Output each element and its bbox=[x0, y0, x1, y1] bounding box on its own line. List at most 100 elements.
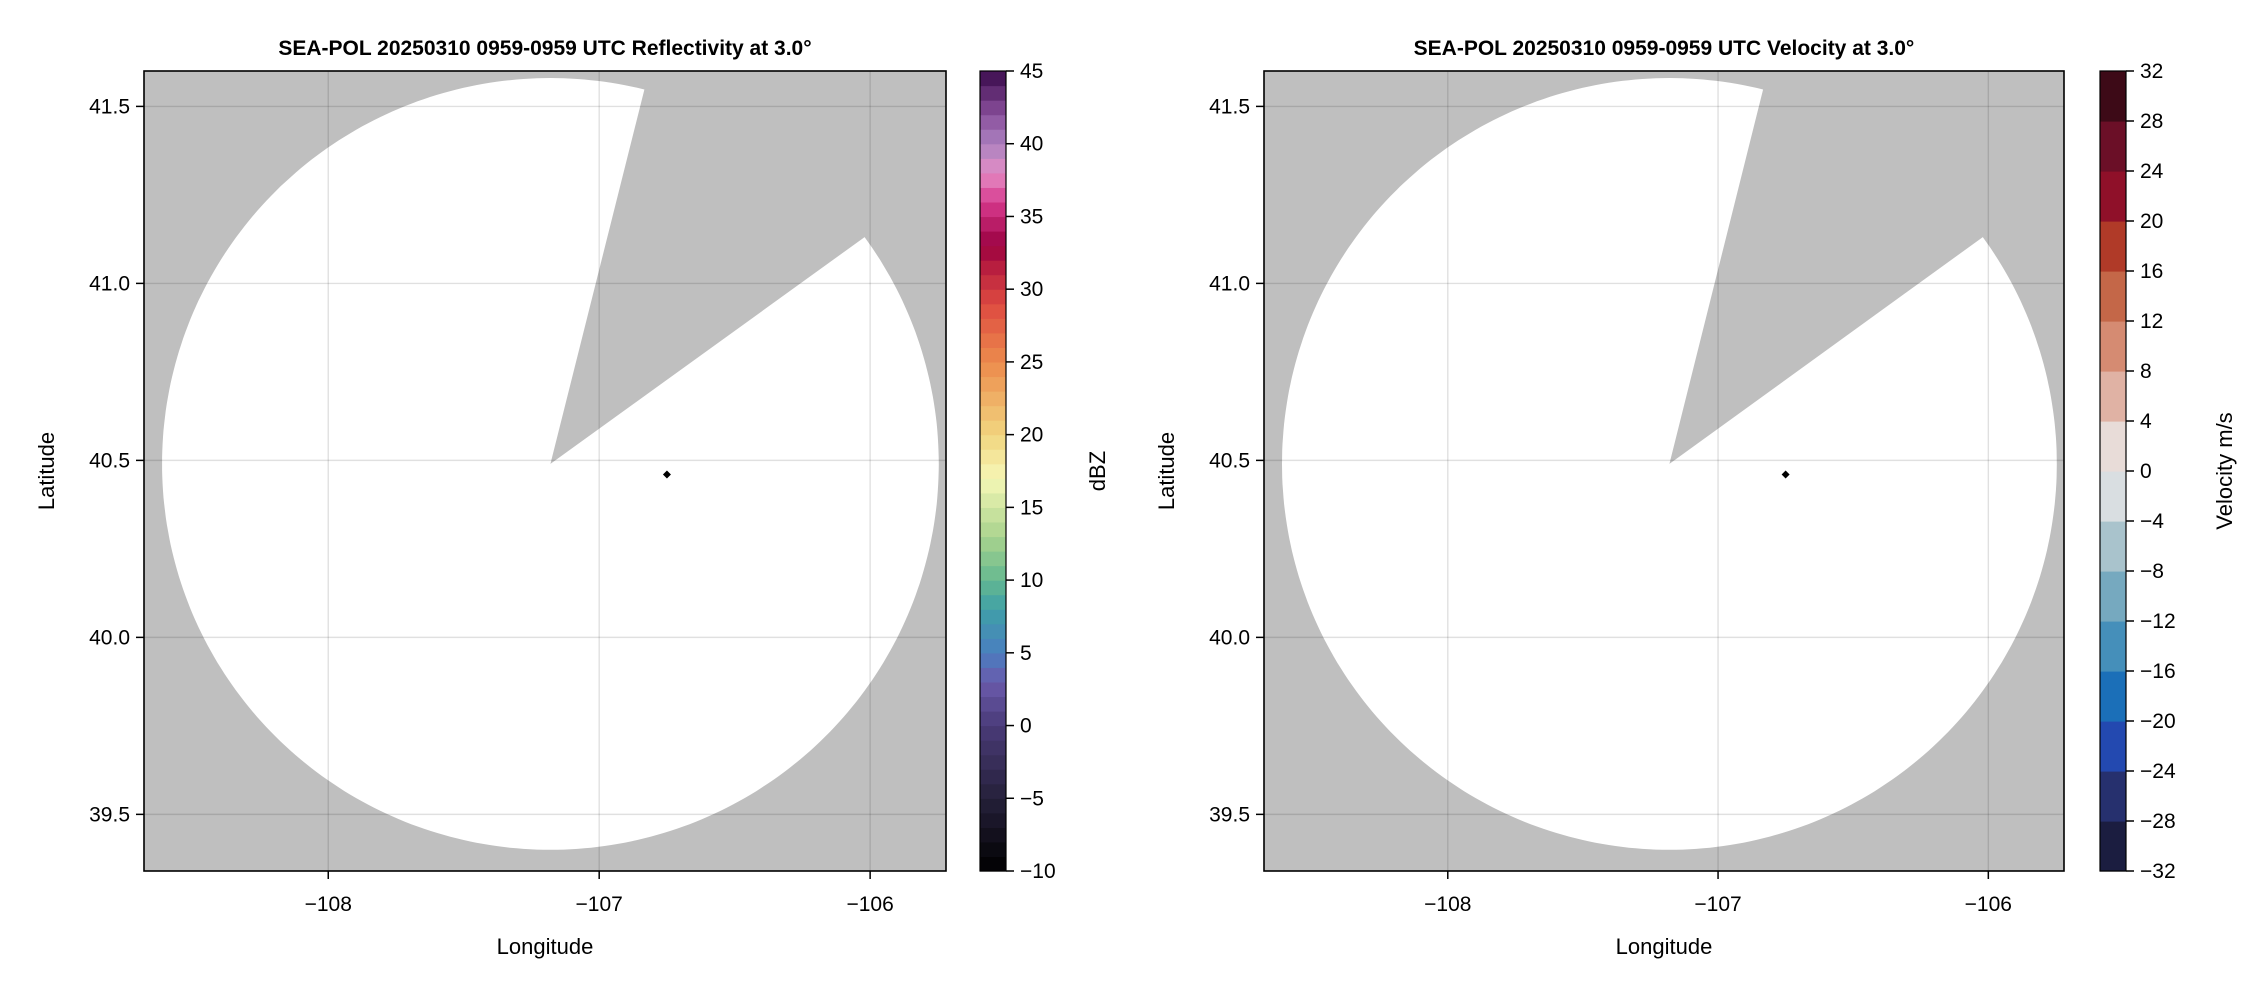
colorbar-band bbox=[980, 652, 1006, 668]
colorbar-band bbox=[980, 216, 1006, 232]
chart-title: SEA-POL 20250310 0959-0959 UTC Reflectiv… bbox=[278, 37, 811, 60]
colorbar-tick-label: −16 bbox=[2140, 660, 2176, 683]
colorbar-band bbox=[980, 856, 1006, 872]
colorbar-band bbox=[980, 536, 1006, 552]
colorbar-band bbox=[2100, 471, 2126, 522]
colorbar-band bbox=[980, 318, 1006, 334]
colorbar-band bbox=[980, 347, 1006, 363]
colorbar-band bbox=[980, 754, 1006, 770]
reflectivity-panel: −108 −107 −106 39.5 40.0 40.5 41.0 41.5 SEA-POL … bbox=[34, 37, 1110, 959]
colorbar-band bbox=[980, 420, 1006, 436]
colorbar-band bbox=[980, 114, 1006, 130]
x-axis-label: Longitude bbox=[497, 934, 594, 959]
colorbar-band bbox=[980, 201, 1006, 218]
colorbar-band bbox=[980, 841, 1006, 858]
colorbar-band bbox=[2100, 371, 2126, 422]
colorbar-band bbox=[980, 332, 1006, 348]
radar-site-marker bbox=[1781, 470, 1790, 479]
colorbar-band bbox=[2100, 571, 2126, 622]
x-tick-label: −108 bbox=[1424, 893, 1471, 916]
colorbar-band bbox=[980, 71, 1006, 87]
y-tick-label: 40.5 bbox=[89, 449, 130, 472]
colorbar-tick-label: 4 bbox=[2140, 410, 2152, 433]
colorbar-tick-label: 15 bbox=[1020, 496, 1043, 519]
colorbar-frame bbox=[979, 70, 1007, 872]
colorbar-band bbox=[980, 434, 1006, 450]
colorbar-band bbox=[2100, 771, 2126, 822]
colorbar-tick-label: 20 bbox=[2140, 210, 2163, 233]
colorbar-band bbox=[980, 172, 1006, 188]
colorbar-tick-label: 30 bbox=[1020, 278, 1043, 301]
colorbar-band bbox=[2100, 321, 2126, 372]
colorbar-tick-label: −4 bbox=[2140, 510, 2164, 533]
colorbar-band bbox=[980, 696, 1006, 712]
colorbar-band bbox=[980, 521, 1006, 538]
colorbar-band bbox=[980, 769, 1006, 785]
y-axis-label: Latitude bbox=[34, 432, 59, 510]
colorbar-band bbox=[980, 405, 1006, 421]
colorbar-band bbox=[980, 274, 1006, 290]
y-axis-label: Latitude bbox=[1154, 432, 1179, 510]
colorbar-band bbox=[980, 361, 1006, 378]
colorbar-tick-label: 40 bbox=[1020, 133, 1043, 156]
colorbar-band bbox=[2100, 71, 2126, 122]
y-tick-label: 39.5 bbox=[89, 803, 130, 826]
colorbar-band bbox=[2100, 671, 2126, 722]
x-tick-label: −106 bbox=[846, 893, 893, 916]
colorbar: −32 −28 −24 −20 −16 −12 −8 −4 0 4 8 12 16 20 24 28 32 Vel… bbox=[2099, 60, 2237, 883]
colorbar-band bbox=[980, 711, 1006, 727]
colorbar-band bbox=[980, 231, 1006, 247]
plot-frame bbox=[143, 70, 947, 872]
colorbar-band bbox=[980, 667, 1006, 683]
colorbar-band bbox=[980, 725, 1006, 741]
plot-frame bbox=[1263, 70, 2065, 872]
colorbar-tick-label: −10 bbox=[1020, 860, 1056, 883]
colorbar-band bbox=[980, 681, 1006, 698]
colorbar-band bbox=[2100, 521, 2126, 572]
colorbar-band bbox=[2100, 121, 2126, 172]
y-tick-label: 41.0 bbox=[1209, 272, 1250, 295]
x-tick-label: −106 bbox=[1965, 893, 2012, 916]
colorbar-tick-label: 8 bbox=[2140, 360, 2152, 383]
colorbar-band bbox=[980, 565, 1006, 581]
colorbar-band bbox=[980, 129, 1006, 145]
colorbar-band bbox=[980, 463, 1006, 479]
colorbar-band bbox=[980, 187, 1006, 203]
colorbar-tick-label: 12 bbox=[2140, 310, 2163, 333]
colorbar-band bbox=[980, 783, 1006, 799]
colorbar-tick-label: 32 bbox=[2140, 60, 2163, 83]
colorbar: −10 −5 0 5 10 15 20 25 30 35 40 45 dBZ bbox=[979, 60, 1110, 883]
colorbar-band bbox=[980, 623, 1006, 639]
colorbar-band bbox=[980, 260, 1006, 276]
colorbar-tick-label: 5 bbox=[1020, 642, 1032, 665]
colorbar-band bbox=[980, 594, 1006, 610]
colorbar-tick-label: 0 bbox=[2140, 460, 2152, 483]
colorbar-tick-label: −28 bbox=[2140, 810, 2176, 833]
colorbar-tick-label: 45 bbox=[1020, 60, 1043, 83]
colorbar-band bbox=[980, 449, 1006, 465]
colorbar-tick-label: −5 bbox=[1020, 787, 1044, 810]
x-tick-label: −107 bbox=[1694, 893, 1741, 916]
colorbar-tick-label: 10 bbox=[1020, 569, 1043, 592]
colorbar-band bbox=[980, 143, 1006, 159]
x-tick-label: −108 bbox=[305, 893, 352, 916]
colorbar-band bbox=[980, 507, 1006, 523]
colorbar-tick-label: 35 bbox=[1020, 205, 1043, 228]
colorbar-band bbox=[980, 551, 1006, 567]
y-tick-label: 41.5 bbox=[89, 95, 130, 118]
colorbar-band bbox=[980, 158, 1006, 174]
y-tick-label: 40.5 bbox=[1209, 449, 1250, 472]
velocity-panel: −108 −107 −106 39.5 40.0 40.5 41.0 41.5 SEA-POL … bbox=[1154, 37, 2237, 959]
colorbar-band bbox=[2100, 721, 2126, 772]
colorbar-band bbox=[980, 798, 1006, 814]
colorbar-band bbox=[980, 376, 1006, 392]
radar-coverage-area bbox=[1282, 78, 2057, 850]
colorbar-tick-label: −32 bbox=[2140, 860, 2176, 883]
colorbar-band bbox=[980, 100, 1006, 116]
y-tick-label: 39.5 bbox=[1209, 803, 1250, 826]
colorbar-tick-label: 24 bbox=[2140, 160, 2164, 183]
colorbar-band bbox=[980, 303, 1006, 319]
colorbar-band bbox=[980, 478, 1006, 494]
chart-title: SEA-POL 20250310 0959-0959 UTC Velocity … bbox=[1414, 37, 1915, 60]
colorbar-band bbox=[2100, 821, 2126, 872]
